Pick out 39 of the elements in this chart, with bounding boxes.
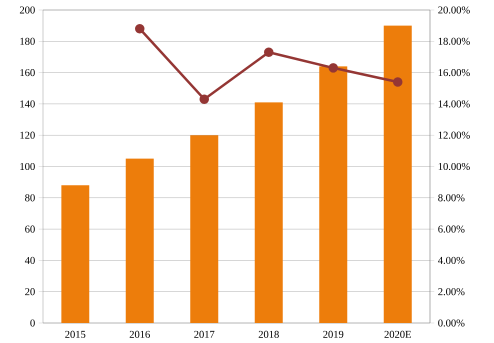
y-tick-label: 40 [24, 256, 35, 264]
bar [190, 135, 218, 323]
y-tick-label: 80 [25, 194, 35, 202]
point [200, 94, 210, 104]
y-tick-label: 120 [20, 132, 35, 139]
y2-tick-label: 4.00% [438, 256, 465, 264]
bar [61, 185, 90, 323]
bar [254, 102, 283, 323]
point [135, 24, 145, 34]
y2-tick-label: 8.00% [438, 194, 465, 202]
x-tick-label: 2018 [258, 330, 279, 338]
x-tick-label: 2017 [194, 330, 214, 338]
bar [384, 26, 412, 323]
bar [319, 66, 348, 323]
y2-tick-label: 2.00% [438, 288, 465, 296]
x-tick-label: 2015 [65, 330, 86, 338]
y-tick-label: 20 [25, 288, 35, 296]
point [264, 48, 274, 58]
y2-tick-label: 10.00% [438, 162, 470, 170]
bar [126, 158, 154, 323]
y2-tick-label: 14.00% [438, 100, 470, 108]
y2-tick-label: 18.00% [438, 38, 470, 45]
y-tick-label: 180 [20, 38, 35, 45]
x-tick-label: 2019 [323, 330, 344, 338]
y2-tick-label: 20.00% [438, 6, 470, 14]
x-tick-label: 2020E [384, 330, 411, 338]
point [393, 77, 402, 87]
y-tick-label: 100 [20, 162, 35, 170]
y-tick-label: 200 [20, 6, 35, 14]
y-tick-label: 140 [20, 100, 35, 108]
point [328, 63, 338, 73]
y2-tick-label: 0.00% [438, 319, 465, 327]
x-tick-label: 2016 [130, 330, 150, 338]
y2-tick-label: 16.00% [438, 69, 470, 76]
y-tick-label: 160 [20, 69, 35, 76]
y-tick-label: 60 [25, 226, 35, 233]
y2-tick-label: 6.00% [438, 226, 465, 233]
y-tick-label: 0 [30, 319, 35, 327]
y2-tick-label: 12.00% [438, 132, 470, 139]
